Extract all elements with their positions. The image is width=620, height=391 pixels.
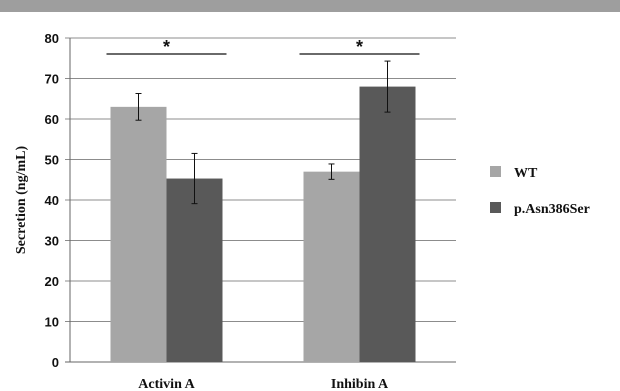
legend-swatch xyxy=(490,202,501,213)
legend: WT p.Asn386Ser xyxy=(490,166,590,217)
error-bars xyxy=(135,60,391,205)
top-banner-strip xyxy=(0,0,620,12)
bar-p-asn386ser-inhibin-a xyxy=(359,86,416,362)
y-tick-label: 50 xyxy=(45,153,59,168)
x-category-label: Inhibin A xyxy=(331,377,389,391)
y-tick-label: 10 xyxy=(45,315,59,330)
y-tick-label: 70 xyxy=(45,72,59,87)
y-tick-label: 0 xyxy=(52,355,59,370)
legend-label: p.Asn386Ser xyxy=(514,202,590,217)
bar-wt-activin-a xyxy=(110,106,167,362)
y-axis-ticks: 0 10 20 30 40 50 60 70 80 xyxy=(45,31,59,370)
legend-swatch xyxy=(490,166,501,177)
y-tick-label: 40 xyxy=(45,193,59,208)
legend-label: WT xyxy=(514,166,538,181)
x-axis-categories: Activin A Inhibin A xyxy=(138,377,389,391)
bar-p-asn386ser-activin-a xyxy=(166,178,223,362)
bar-wt-inhibin-a xyxy=(303,171,360,362)
y-tick-label: 80 xyxy=(45,31,59,46)
bars xyxy=(110,86,416,362)
y-axis-title: Secretion (ng/mL) xyxy=(14,146,29,255)
y-tick-label: 20 xyxy=(45,274,59,289)
significance-markers: * * xyxy=(106,37,420,57)
y-tick-label: 60 xyxy=(45,112,59,127)
significance-star: * xyxy=(163,37,170,57)
significance-star: * xyxy=(356,37,363,57)
y-tick-label: 30 xyxy=(45,234,59,249)
x-category-label: Activin A xyxy=(138,377,195,391)
